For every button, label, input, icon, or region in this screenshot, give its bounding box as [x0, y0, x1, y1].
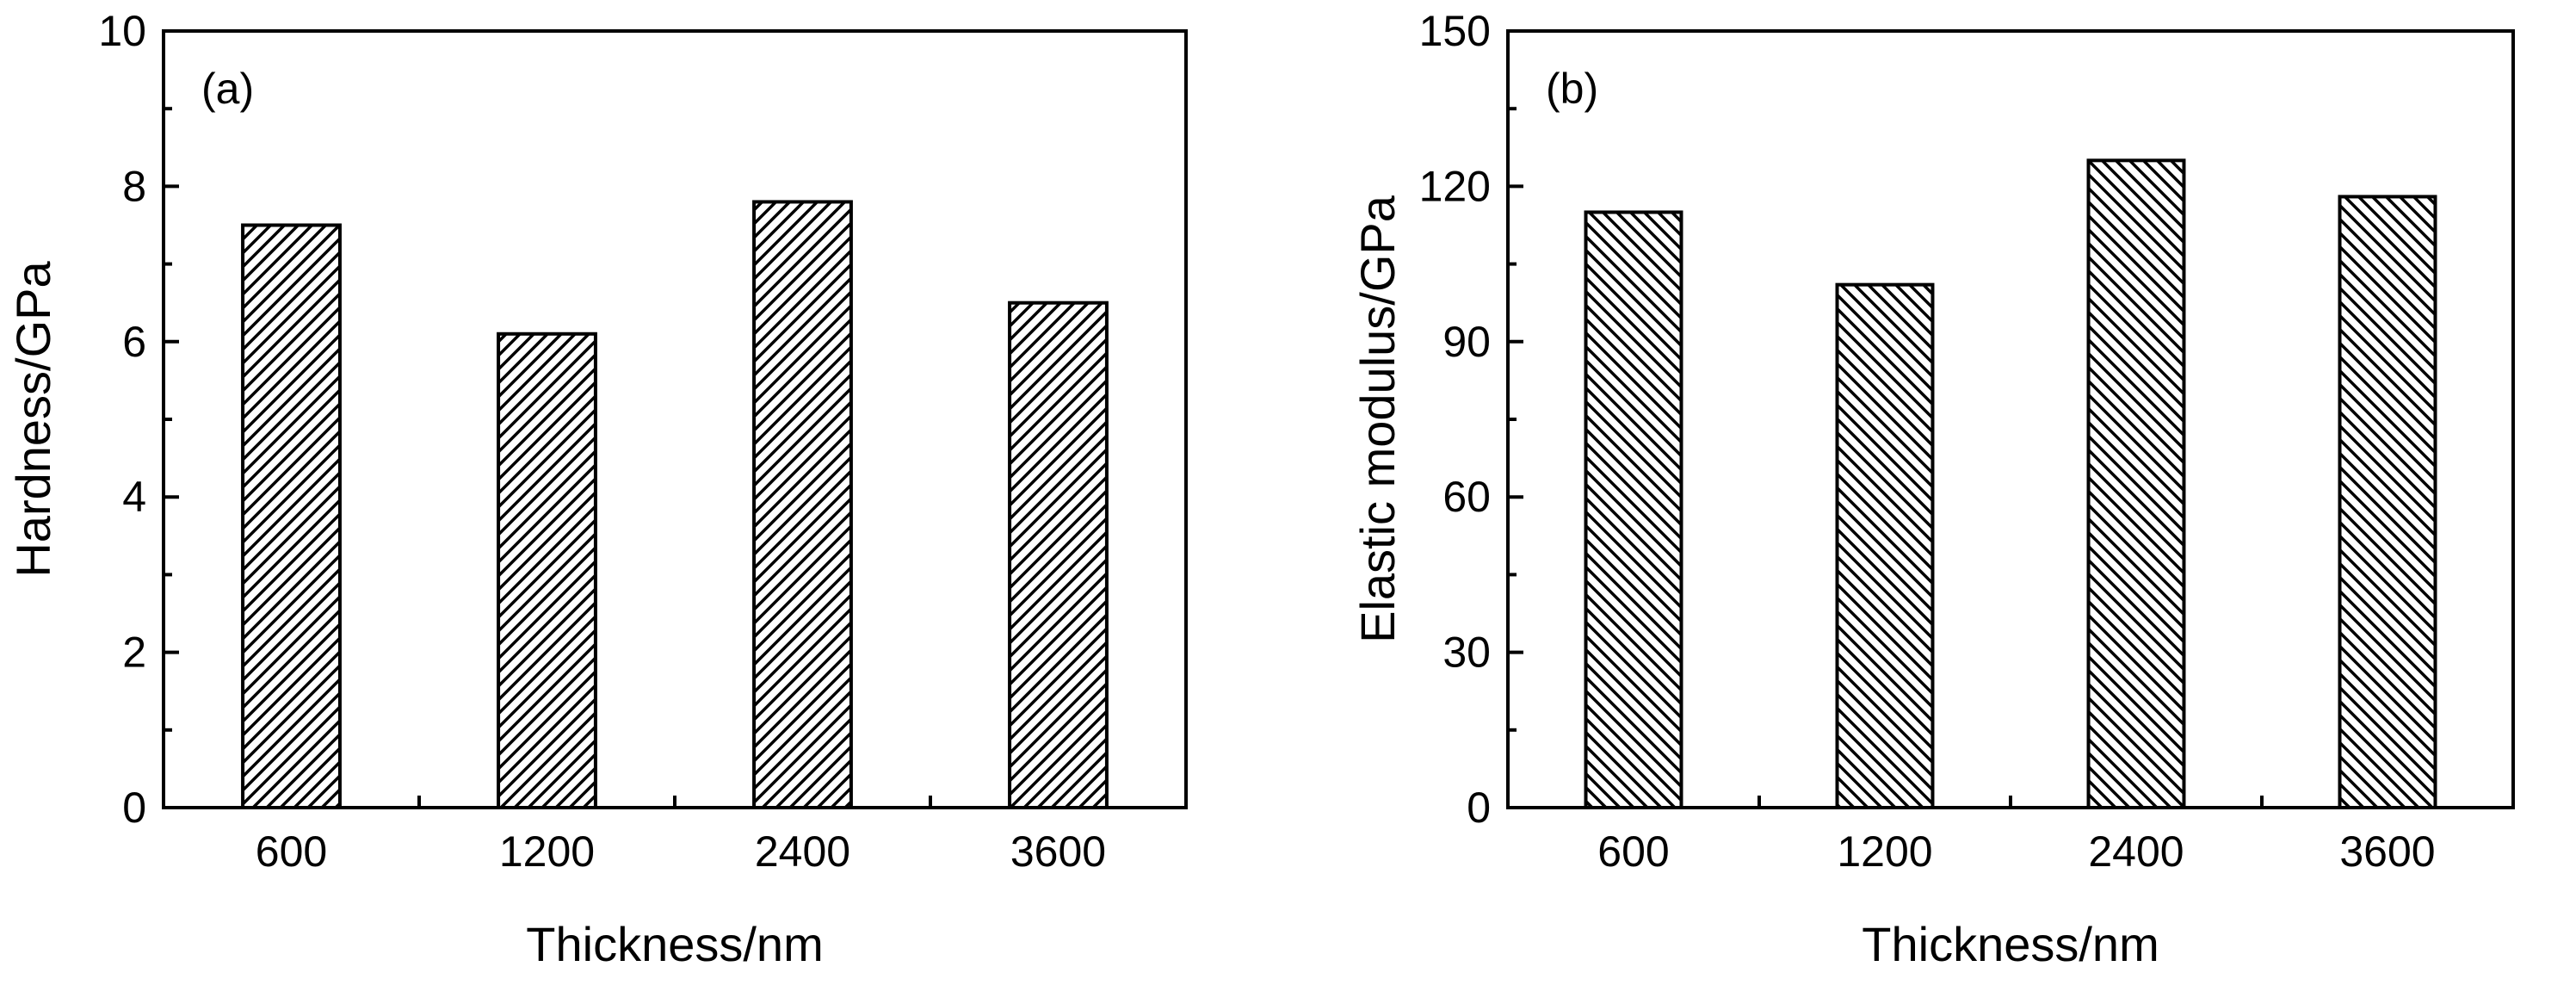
bar-hatch-3600: [2338, 195, 2437, 809]
y-tick-label: 0: [122, 784, 146, 832]
bar-hatch-2400: [752, 200, 853, 809]
chart-elastic-modulus: 0 30 60 90 120 150 600 1200 2400 3600 (b) Thickn…: [1350, 7, 2515, 971]
x-tick-label: 2400: [755, 827, 850, 876]
ticks-layer: [164, 29, 932, 809]
bar-hatch-600: [241, 223, 342, 809]
bar-hatch-3600: [1008, 300, 1109, 809]
y-tick-label: 10: [98, 7, 146, 55]
y-tick-label: 4: [122, 473, 146, 521]
y-tick-label: 150: [1419, 7, 1491, 55]
bar-hatch-1200: [497, 331, 597, 809]
bars-layer: [1584, 158, 2437, 810]
x-tick-label: 600: [256, 827, 327, 876]
x-tick-labels: 600 1200 2400 3600: [1597, 827, 2435, 876]
y-tick-label: 6: [122, 318, 146, 366]
x-tick-label: 2400: [2088, 827, 2184, 876]
panel-label: (a): [201, 65, 254, 113]
x-axis-title: Thickness/nm: [1862, 917, 2159, 971]
bar-hatch-1200: [1835, 282, 1935, 809]
bar-hatch-600: [1584, 210, 1683, 809]
y-tick-label: 0: [1467, 784, 1491, 832]
bars-layer: [241, 200, 1109, 809]
x-tick-label: 1200: [499, 827, 595, 876]
x-tick-label: 600: [1597, 827, 1669, 876]
panel-label: (b): [1546, 65, 1598, 113]
y-tick-label: 90: [1442, 318, 1491, 366]
x-axis-title: Thickness/nm: [526, 917, 823, 971]
x-tick-labels: 600 1200 2400 3600: [256, 827, 1106, 876]
bar-hatch-2400: [2086, 158, 2186, 810]
y-tick-label: 60: [1442, 473, 1491, 521]
y-tick-label: 120: [1419, 162, 1491, 210]
y-tick-labels: 0 2 4 6 8 10: [98, 7, 146, 832]
x-tick-label: 3600: [2339, 827, 2435, 876]
chart-hardness: 0 2 4 6 8 10 600 1200 2400 3600 (a) Thickness/nm…: [6, 7, 1188, 971]
x-tick-label: 1200: [1837, 827, 1932, 876]
y-axis-title: Hardness/GPa: [6, 261, 60, 578]
y-tick-label: 30: [1442, 629, 1491, 677]
ticks-layer: [1508, 29, 2264, 809]
y-tick-label: 8: [122, 162, 146, 210]
y-tick-label: 2: [122, 629, 146, 677]
y-tick-labels: 0 30 60 90 120 150: [1419, 7, 1491, 832]
x-tick-label: 3600: [1010, 827, 1106, 876]
y-axis-title: Elastic modulus/GPa: [1350, 195, 1405, 643]
